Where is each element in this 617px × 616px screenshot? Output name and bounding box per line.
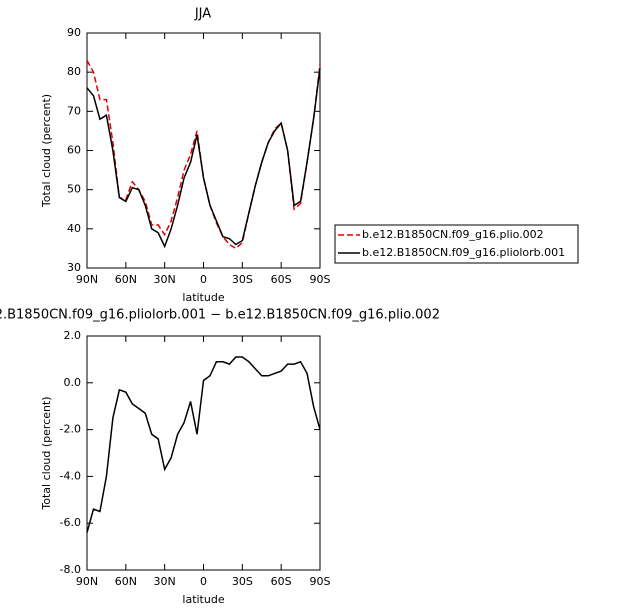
- legend-box: [334, 224, 579, 264]
- y-tick-label: -4.0: [60, 469, 81, 482]
- x-tick-label: 30N: [154, 575, 176, 588]
- x-tick-label: 30N: [154, 273, 176, 286]
- series-line: [86, 356, 321, 533]
- x-tick-label: 0: [200, 273, 207, 286]
- x-tick-label: 90N: [76, 575, 98, 588]
- x-tick-label: 30S: [232, 273, 253, 286]
- y-axis-label: Total cloud (percent): [40, 94, 53, 208]
- panel: b.e12.B1850CN.f09_g16.pliolorb.001 − b.e…: [0, 308, 440, 607]
- x-tick-label: 30S: [232, 575, 253, 588]
- y-tick-label: 2.0: [64, 329, 82, 342]
- y-tick-label: 30: [67, 261, 81, 274]
- legend-label: b.e12.B1850CN.f09_g16.pliolorb.001: [362, 246, 565, 259]
- x-tick-label: 60S: [271, 273, 292, 286]
- y-tick-label: 90: [67, 26, 81, 39]
- plot-frame: [86, 335, 321, 571]
- panel: JJA latitude Total cloud (percent) 30 40 50 60…: [40, 7, 579, 304]
- legend-label: b.e12.B1850CN.f09_g16.plio.002: [362, 228, 544, 241]
- y-axis-label: Total cloud (percent): [40, 396, 53, 510]
- chart-title: b.e12.B1850CN.f09_g16.pliolorb.001 − b.e…: [0, 308, 440, 323]
- y-tick-label: 40: [67, 222, 81, 235]
- series-line: [86, 60, 321, 250]
- x-tick-label: 0: [200, 575, 207, 588]
- x-tick-label: 90S: [310, 273, 331, 286]
- x-axis-label: latitude: [182, 291, 224, 304]
- y-tick-label: 0.0: [64, 376, 82, 389]
- x-tick-label: 90S: [310, 575, 331, 588]
- y-tick-label: 50: [67, 183, 81, 196]
- x-tick-label: 90N: [76, 273, 98, 286]
- x-tick-label: 60S: [271, 575, 292, 588]
- x-axis-label: latitude: [182, 593, 224, 606]
- y-tick-label: -6.0: [60, 516, 81, 529]
- y-tick-label: -8.0: [60, 563, 81, 576]
- chart-title: JJA: [194, 7, 211, 22]
- series-line: [86, 68, 321, 249]
- x-tick-label: 60N: [115, 273, 137, 286]
- y-tick-label: 70: [67, 104, 81, 117]
- y-tick-label: 60: [67, 144, 81, 157]
- plot-frame: [86, 32, 321, 269]
- y-tick-label: -2.0: [60, 423, 81, 436]
- y-tick-label: 80: [67, 65, 81, 78]
- x-tick-label: 60N: [115, 575, 137, 588]
